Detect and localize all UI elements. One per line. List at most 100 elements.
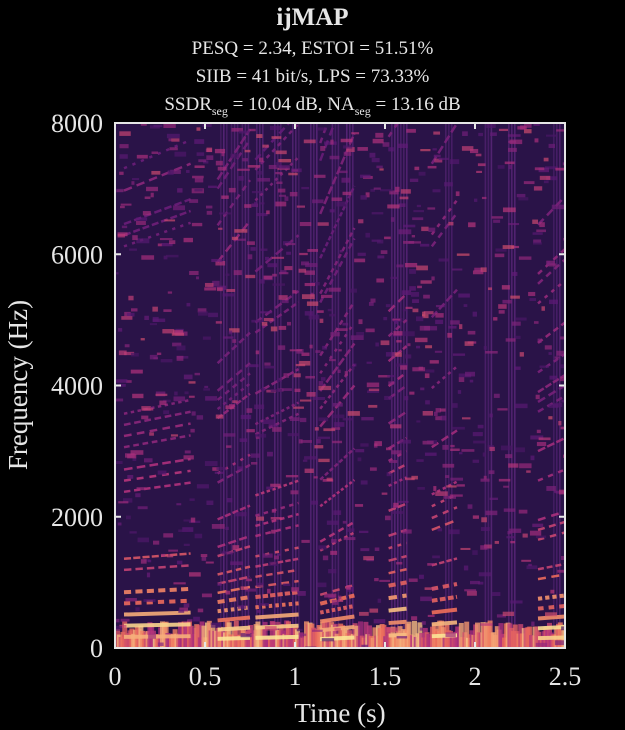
speckle [404,477,415,481]
harmonic-line [319,479,356,508]
speckle [509,528,522,533]
speckle [530,455,535,461]
speckle [194,165,205,168]
speckle [137,506,148,510]
speckle [446,485,457,488]
speckle [371,212,384,215]
speckle [149,432,154,436]
harmonic-line [319,185,356,259]
speckle [266,486,274,490]
speckle [203,388,211,391]
speckle [119,154,128,159]
speckle [435,313,444,318]
speckle [202,123,212,127]
harmonic-line [319,227,356,295]
speckle [390,424,402,429]
speckle [174,391,178,396]
speckle [256,134,263,139]
speckle [215,160,223,166]
speckle [305,263,318,268]
speckle [115,461,123,465]
speckle [508,164,513,170]
speckle [320,294,333,298]
speckle [548,299,558,305]
speckle [488,287,493,291]
speckle [129,531,137,534]
speckle [334,627,341,631]
speckle [543,157,549,162]
harmonic-line [123,469,191,482]
speckle [240,633,252,638]
speckle [461,146,474,151]
speckle [392,318,401,321]
burst-line [553,123,555,648]
burst-line [226,123,228,648]
speckle [365,192,370,198]
y-tick-label: 4000 [51,372,103,401]
speckle [472,550,478,555]
speckle [409,178,419,182]
speckle [414,166,420,171]
speckle [503,508,516,512]
speckle [159,400,167,406]
speckle [228,330,233,335]
speckle [493,219,501,223]
speckle [270,621,281,625]
speckle [322,555,329,561]
speckle [502,299,512,304]
speckle [152,318,166,323]
speckle [409,268,416,274]
speckle [480,267,487,273]
speckle [467,504,473,509]
speckle [424,452,437,456]
speckle [533,123,540,126]
speckle [502,611,515,617]
speckle [300,440,312,443]
speckle [448,221,454,226]
speckle [263,419,276,425]
speckle [256,212,268,217]
speckle [135,607,140,612]
speckle [449,159,460,165]
burst-line [295,123,297,648]
speckle [214,471,225,474]
speckle [340,138,353,143]
speckle [301,352,310,356]
speckle [225,590,231,595]
speckle [320,377,326,381]
speckle [456,253,470,256]
speckle [357,252,366,256]
speckle [256,516,265,521]
speckle [136,154,148,159]
speckle [420,280,432,284]
speckle [515,447,525,453]
harmonic-line [254,156,300,202]
speckle [119,624,127,628]
speckle [435,491,448,496]
speckle [528,291,536,297]
speckle [215,414,224,419]
speckle [480,478,490,482]
speckle [539,222,545,228]
speckle [372,138,384,144]
speckle [411,616,418,621]
low-energy-cell [201,625,207,648]
speckle [500,445,513,451]
speckle [246,429,255,433]
speckle [237,168,250,171]
speckle [205,561,214,564]
speckle [510,295,520,299]
speckle [369,152,376,158]
harmonic-line [217,504,251,521]
speckle [262,144,269,148]
speckle [466,590,477,596]
speckle [205,396,218,401]
burst-line [298,123,300,648]
speckle [445,632,456,638]
speckle [163,399,171,403]
speckle [429,360,439,364]
speckle [332,440,343,444]
speckle [337,170,348,174]
speckle [434,158,443,163]
speckle [283,373,289,378]
